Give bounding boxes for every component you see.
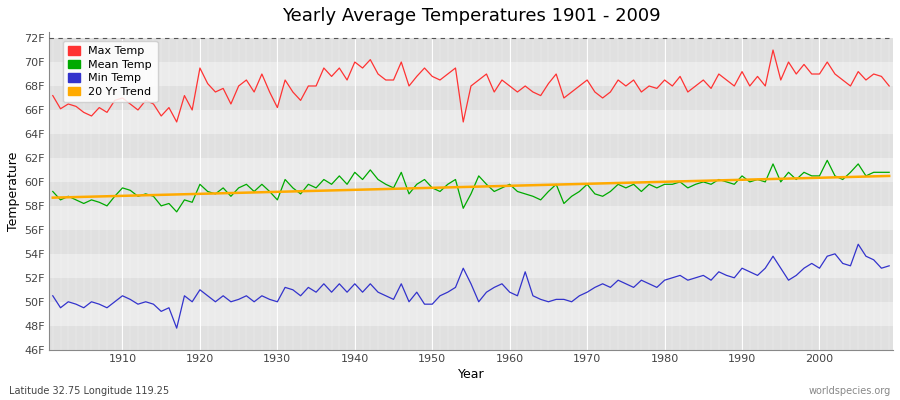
Bar [49, 302, 893, 326]
Bar [49, 110, 893, 134]
X-axis label: Year: Year [458, 368, 484, 381]
Title: Yearly Average Temperatures 1901 - 2009: Yearly Average Temperatures 1901 - 2009 [282, 7, 661, 25]
Bar [49, 134, 893, 158]
Bar [49, 38, 893, 62]
Y-axis label: Temperature: Temperature [7, 151, 20, 230]
Bar [49, 326, 893, 350]
Bar [49, 182, 893, 206]
Bar [49, 278, 893, 302]
Bar [49, 206, 893, 230]
Bar [49, 230, 893, 254]
Bar [49, 62, 893, 86]
Bar [49, 86, 893, 110]
Bar [49, 158, 893, 182]
Text: worldspecies.org: worldspecies.org [809, 386, 891, 396]
Legend: Max Temp, Mean Temp, Min Temp, 20 Yr Trend: Max Temp, Mean Temp, Min Temp, 20 Yr Tre… [63, 41, 158, 102]
Bar [49, 254, 893, 278]
Text: Latitude 32.75 Longitude 119.25: Latitude 32.75 Longitude 119.25 [9, 386, 169, 396]
